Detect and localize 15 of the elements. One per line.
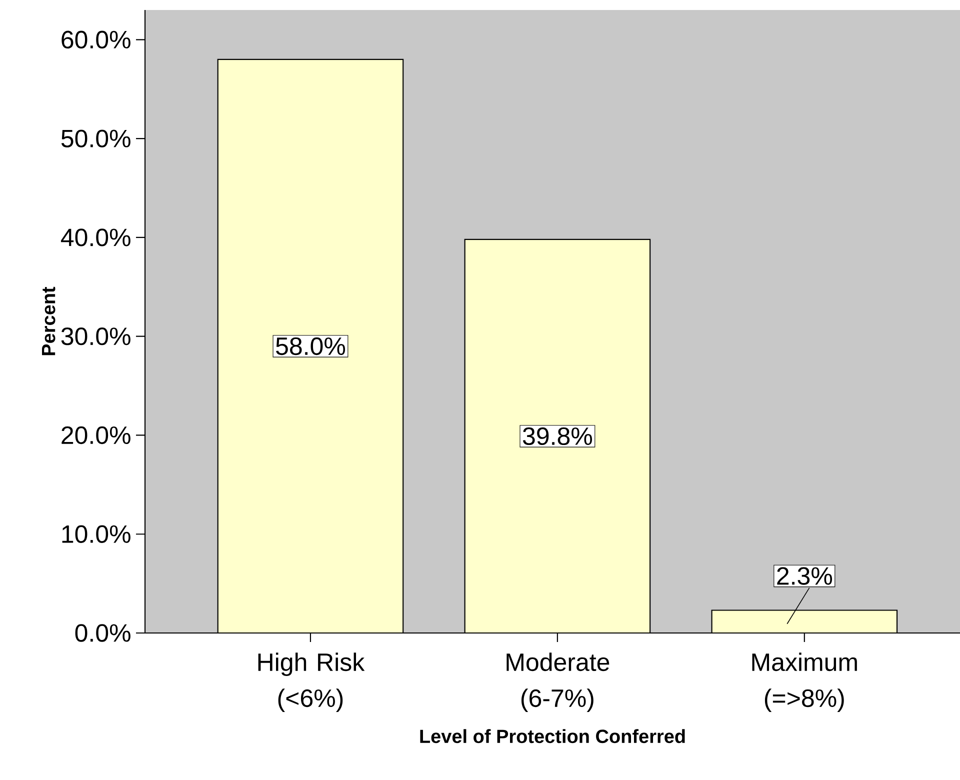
y-tick-label: 30.0%: [61, 327, 130, 346]
y-tick-label: 40.0%: [60, 228, 130, 246]
x-tick-label: High Risk (<6%): [258, 652, 365, 712]
y-tick-label: 20.0%: [62, 426, 130, 444]
y-tick-label: 10.0%: [62, 525, 130, 543]
data-label: 58.0%: [276, 337, 346, 356]
x-tick-label: Moderate (6-7%): [506, 652, 610, 712]
y-axis-title: Percent: [42, 286, 56, 356]
x-tick-label: Maximum (=>8%): [752, 652, 857, 712]
y-tick-label: 50.0%: [61, 130, 130, 148]
x-axis-title: Level of Protection Conferred: [420, 729, 685, 744]
y-tick-label: 0.0%: [75, 624, 130, 642]
data-label: 2.3%: [777, 567, 832, 585]
data-label: 39.8%: [522, 427, 592, 446]
y-tick-label: 60.0%: [62, 30, 130, 49]
